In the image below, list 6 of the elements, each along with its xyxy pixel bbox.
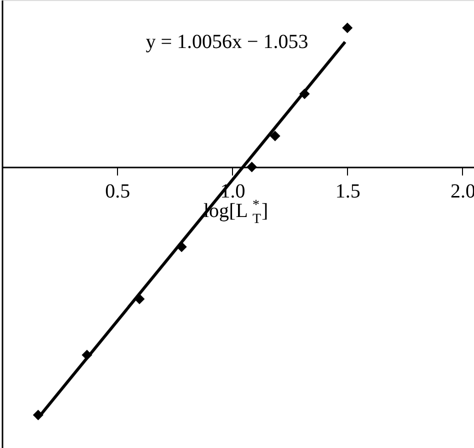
point [246,162,258,172]
annotation: y = 1.0056x − 1.053 [146,31,308,53]
x-tick-label: 1.5 [335,180,360,202]
point [270,130,280,142]
point [342,22,353,34]
x-tick-label: 0.5 [105,180,130,202]
